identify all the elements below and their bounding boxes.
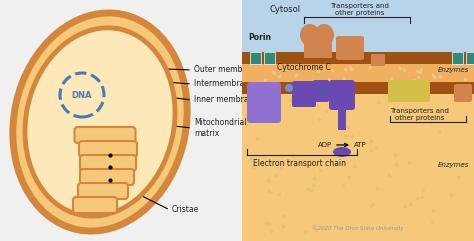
Ellipse shape xyxy=(333,147,351,157)
Text: Mitochondrial
matrix: Mitochondrial matrix xyxy=(194,118,246,138)
FancyBboxPatch shape xyxy=(80,155,136,171)
Text: Enzymes: Enzymes xyxy=(438,67,469,73)
FancyBboxPatch shape xyxy=(292,81,316,107)
FancyBboxPatch shape xyxy=(73,197,117,213)
Text: ATP: ATP xyxy=(354,142,366,148)
FancyBboxPatch shape xyxy=(250,52,261,64)
FancyBboxPatch shape xyxy=(79,141,137,157)
Text: Cytochrome C: Cytochrome C xyxy=(277,63,331,73)
FancyBboxPatch shape xyxy=(247,82,281,123)
FancyBboxPatch shape xyxy=(329,80,355,110)
Text: Outer membrane: Outer membrane xyxy=(194,66,260,74)
Text: Cristae: Cristae xyxy=(172,206,199,214)
Ellipse shape xyxy=(314,24,334,46)
Bar xyxy=(242,94,474,241)
Bar xyxy=(304,38,332,58)
Text: Transporters and
other proteins: Transporters and other proteins xyxy=(330,3,390,16)
Bar xyxy=(242,0,474,52)
Ellipse shape xyxy=(300,24,320,46)
Text: ADP: ADP xyxy=(318,142,332,148)
FancyBboxPatch shape xyxy=(78,183,128,199)
FancyBboxPatch shape xyxy=(264,52,275,64)
FancyBboxPatch shape xyxy=(313,80,329,102)
Bar xyxy=(242,52,474,64)
Text: DNA: DNA xyxy=(72,91,92,100)
Text: Porin: Porin xyxy=(248,33,272,41)
FancyBboxPatch shape xyxy=(466,52,474,64)
FancyBboxPatch shape xyxy=(371,54,385,66)
Bar xyxy=(338,110,346,130)
FancyBboxPatch shape xyxy=(454,84,472,102)
Ellipse shape xyxy=(25,28,175,216)
FancyBboxPatch shape xyxy=(408,80,430,102)
FancyBboxPatch shape xyxy=(452,52,463,64)
Ellipse shape xyxy=(394,83,404,93)
Ellipse shape xyxy=(11,11,189,233)
Text: Inner membrane: Inner membrane xyxy=(194,95,258,105)
FancyBboxPatch shape xyxy=(74,127,136,143)
Bar xyxy=(242,82,474,94)
Text: Cytosol: Cytosol xyxy=(270,6,301,14)
FancyBboxPatch shape xyxy=(80,169,134,185)
Text: Intermembrane space: Intermembrane space xyxy=(194,80,279,88)
Bar xyxy=(242,64,474,82)
Circle shape xyxy=(285,84,293,92)
Ellipse shape xyxy=(414,83,424,93)
Ellipse shape xyxy=(13,13,187,231)
FancyBboxPatch shape xyxy=(336,36,364,60)
Text: Transporters and
other proteins: Transporters and other proteins xyxy=(391,108,449,121)
Text: Enzymes: Enzymes xyxy=(438,162,469,168)
Circle shape xyxy=(321,88,327,94)
FancyBboxPatch shape xyxy=(388,80,410,102)
Text: Electron transport chain: Electron transport chain xyxy=(254,159,346,167)
Text: ©2020 The Ohio State University: ©2020 The Ohio State University xyxy=(312,225,404,231)
